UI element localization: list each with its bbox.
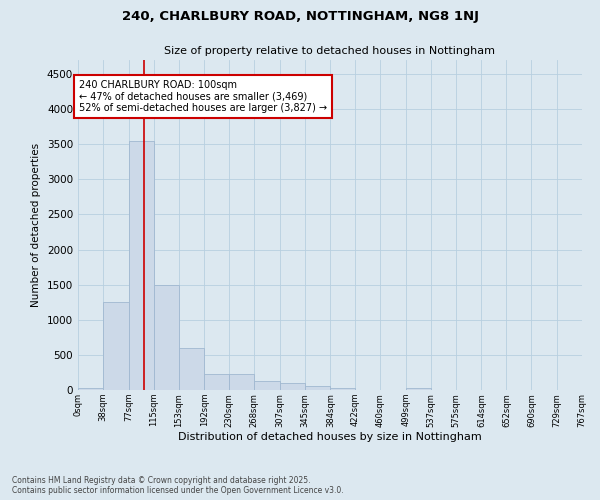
X-axis label: Distribution of detached houses by size in Nottingham: Distribution of detached houses by size … <box>178 432 482 442</box>
Bar <box>280 384 305 390</box>
Bar <box>204 374 229 390</box>
Bar <box>229 374 254 390</box>
Bar <box>78 388 103 390</box>
Y-axis label: Number of detached properties: Number of detached properties <box>31 143 41 307</box>
Bar <box>103 302 128 390</box>
Bar <box>154 284 179 390</box>
Bar <box>179 348 204 390</box>
Bar <box>305 386 331 390</box>
Bar <box>406 388 431 390</box>
Title: Size of property relative to detached houses in Nottingham: Size of property relative to detached ho… <box>164 46 496 56</box>
Text: Contains HM Land Registry data © Crown copyright and database right 2025.
Contai: Contains HM Land Registry data © Crown c… <box>12 476 344 495</box>
Bar <box>128 140 154 390</box>
Text: 240 CHARLBURY ROAD: 100sqm
← 47% of detached houses are smaller (3,469)
52% of s: 240 CHARLBURY ROAD: 100sqm ← 47% of deta… <box>79 80 328 113</box>
Text: 240, CHARLBURY ROAD, NOTTINGHAM, NG8 1NJ: 240, CHARLBURY ROAD, NOTTINGHAM, NG8 1NJ <box>121 10 479 23</box>
Bar <box>254 381 280 390</box>
Bar <box>331 388 355 390</box>
